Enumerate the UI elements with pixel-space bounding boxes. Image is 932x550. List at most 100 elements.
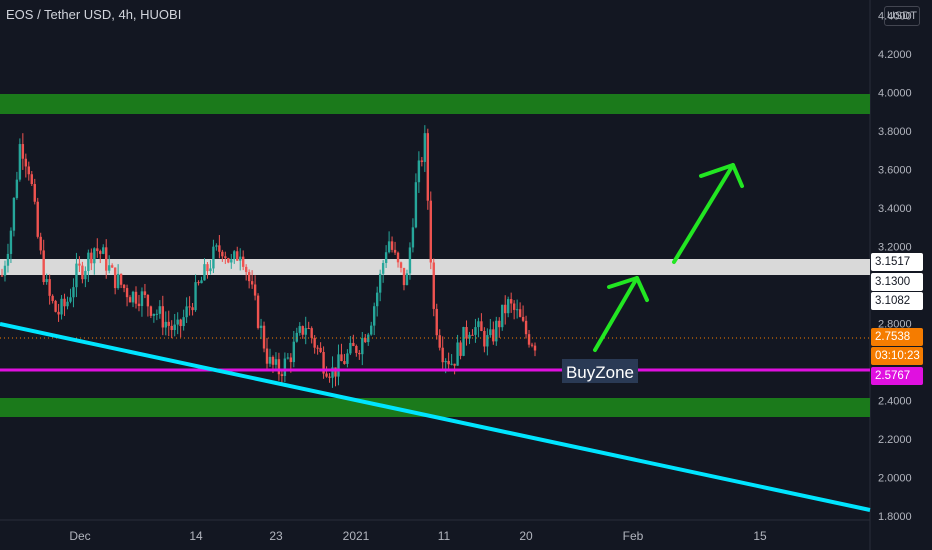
candle [90, 248, 93, 271]
candle [456, 334, 459, 366]
candle [438, 329, 441, 351]
candle [164, 311, 167, 336]
candle [533, 342, 537, 357]
candle [322, 346, 325, 379]
arrow-up-2 [672, 163, 744, 264]
candle [524, 315, 528, 339]
candle [212, 239, 215, 274]
candle [283, 352, 287, 383]
candle [265, 337, 269, 371]
price-tick-label: 2.0000 [878, 473, 912, 485]
candle [471, 329, 474, 336]
candle [39, 232, 42, 255]
candle [468, 331, 471, 345]
candle [381, 260, 385, 283]
currency-button[interactable]: USDT [884, 6, 920, 26]
candle [483, 327, 486, 353]
candle [337, 344, 340, 386]
candle [57, 303, 60, 322]
candle [218, 235, 221, 259]
candle [498, 317, 501, 338]
candle [518, 302, 522, 318]
candle [507, 296, 510, 318]
candle [185, 297, 188, 323]
candle [81, 261, 84, 284]
candle [509, 292, 513, 313]
candle [256, 293, 260, 330]
candle [414, 173, 418, 229]
candle [328, 373, 331, 383]
candle [21, 133, 25, 170]
candle [474, 318, 477, 343]
candle [295, 327, 298, 343]
candle [504, 295, 507, 325]
zone-top-price-label: 3.1517 [871, 253, 923, 271]
candle [173, 313, 176, 337]
price-tick-label: 2.4000 [878, 396, 912, 408]
candle [224, 251, 227, 264]
candle [325, 366, 328, 378]
candle [230, 253, 233, 269]
candle [167, 310, 170, 337]
candle [51, 294, 54, 304]
candle [304, 316, 307, 345]
candle [465, 320, 468, 346]
price-tick-label: 3.8000 [878, 126, 912, 138]
candle [12, 197, 16, 237]
candle [48, 274, 51, 305]
candle [143, 283, 147, 299]
candle [221, 249, 224, 262]
candle [408, 242, 412, 280]
candle [78, 256, 81, 273]
support-price-label: 2.5767 [871, 367, 923, 385]
candle [364, 334, 367, 344]
candle [373, 302, 376, 336]
time-tick-label: 20 [519, 529, 533, 543]
candles-group [0, 125, 537, 388]
candle [128, 295, 132, 303]
candle [72, 278, 75, 308]
mid-price-label: 3.1300 [871, 273, 923, 291]
candle [262, 321, 266, 353]
candle [149, 305, 153, 319]
candle [200, 276, 203, 284]
candle [375, 286, 379, 317]
candle [349, 336, 352, 356]
candle [131, 290, 135, 308]
time-tick-label: 14 [189, 529, 203, 543]
candle [161, 295, 164, 336]
candle [527, 330, 531, 348]
candle [370, 321, 373, 336]
candle [429, 191, 432, 270]
candle [447, 352, 450, 372]
candle [352, 334, 355, 347]
candle [301, 325, 304, 339]
time-tick-label: 23 [269, 529, 283, 543]
candle [18, 138, 22, 182]
candle [319, 342, 322, 354]
candle [33, 178, 36, 205]
candle [521, 305, 525, 323]
candle [236, 246, 239, 262]
candle [140, 287, 144, 317]
candle [96, 238, 99, 258]
candle [268, 348, 272, 367]
candle [158, 300, 162, 319]
candle [459, 340, 462, 360]
price-tick-label: 1.8000 [878, 511, 912, 523]
candle [116, 264, 120, 290]
candle [310, 326, 313, 344]
candle [477, 317, 480, 338]
candle [69, 288, 72, 304]
time-tick-label: 15 [753, 529, 767, 543]
candle [307, 321, 310, 330]
zone-bottom-price-label: 3.1082 [871, 292, 923, 310]
candle [355, 344, 358, 357]
candle [247, 269, 251, 289]
buyzone-text: BuyZone [566, 363, 634, 382]
candle [244, 264, 248, 281]
candle [387, 231, 391, 254]
candle [384, 245, 388, 268]
candle [42, 239, 45, 285]
